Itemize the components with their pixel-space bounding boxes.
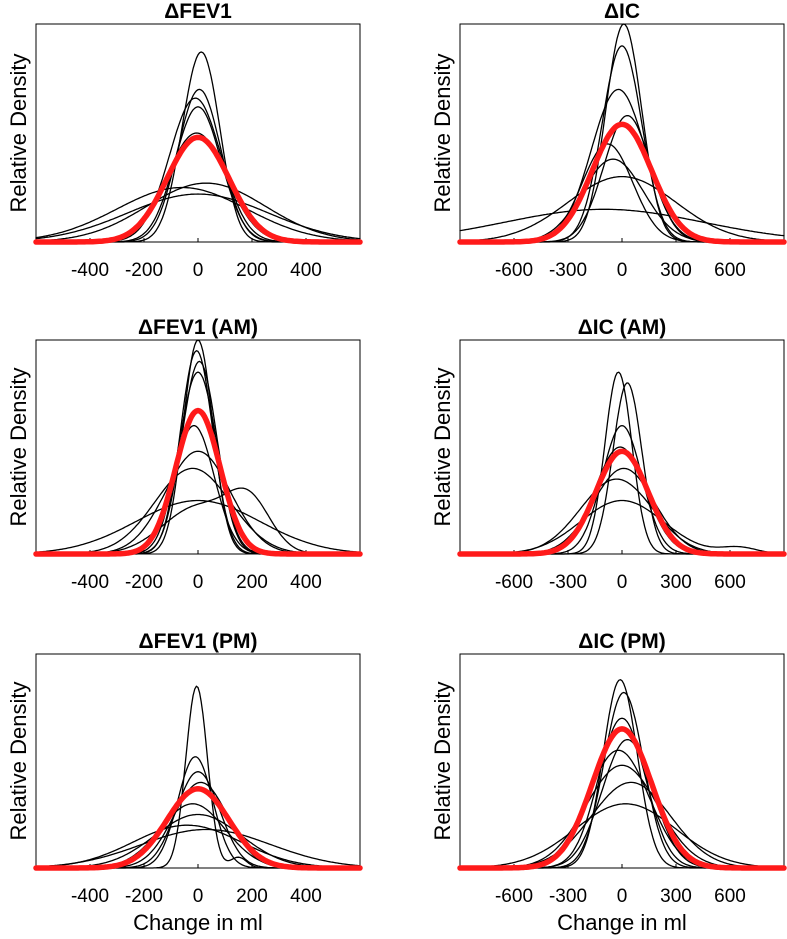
x-tick-label: 400	[290, 572, 322, 593]
subject-density-curve	[35, 360, 361, 555]
subject-density-curve	[459, 478, 785, 555]
x-tick-label: -400	[71, 886, 109, 907]
x-tick-label: -600	[495, 260, 533, 281]
x-tick-label: 200	[236, 572, 268, 593]
subject-density-curve	[35, 450, 361, 555]
x-tick-label: -400	[71, 572, 109, 593]
subject-density-curve	[35, 88, 361, 243]
y-axis-label: Relative Density	[430, 54, 455, 213]
x-tick-label: -200	[125, 572, 163, 593]
x-tick-label: 600	[714, 886, 746, 907]
pooled-density-curve	[33, 407, 363, 557]
x-axis-label: Change in ml	[133, 910, 263, 935]
x-tick-label: 300	[660, 886, 692, 907]
subject-density-curve	[35, 824, 361, 869]
subject-density-curve	[459, 175, 785, 242]
subject-density-curve	[459, 143, 785, 243]
x-tick-label: 600	[714, 260, 746, 281]
subject-density-curve	[459, 679, 785, 869]
subject-density-curve	[35, 813, 361, 869]
y-axis-label: Relative Density	[430, 682, 455, 841]
x-tick-label: 0	[617, 260, 628, 281]
subject-density-curve	[35, 756, 361, 869]
subject-density-curve	[35, 685, 361, 869]
subject-density-curve	[35, 186, 361, 242]
x-tick-label: -300	[549, 572, 587, 593]
panel-title: ΔIC	[604, 0, 640, 23]
subject-density-curve	[35, 132, 361, 243]
subject-density-curve	[35, 51, 361, 243]
x-axis-label: Change in ml	[557, 910, 687, 935]
pooled-density-curve	[33, 134, 363, 245]
subject-density-curve	[459, 371, 785, 555]
x-tick-label: -200	[125, 886, 163, 907]
subject-density-curve	[459, 749, 785, 869]
pooled-density-curve	[457, 121, 787, 245]
pooled-density-curve	[457, 448, 787, 557]
y-axis-label: Relative Density	[6, 368, 31, 527]
x-tick-label: 300	[660, 572, 692, 593]
panel-ic-am: -600 -300 0 300 600 ΔIC (AM) Relative Density	[430, 316, 787, 593]
subject-density-curve	[35, 371, 361, 555]
x-tick-label: 600	[714, 572, 746, 593]
x-tick-label: 400	[290, 886, 322, 907]
subject-density-curve	[459, 88, 785, 243]
y-axis-label: Relative Density	[6, 682, 31, 841]
panel-title: ΔIC (PM)	[578, 630, 665, 653]
x-tick-label: -600	[495, 886, 533, 907]
panel-ic: -600 -300 0 300 600 ΔIC Relative Density	[430, 0, 787, 281]
x-tick-label: 200	[236, 886, 268, 907]
x-tick-label: -200	[125, 260, 163, 281]
subject-density-curve	[35, 499, 361, 553]
subject-density-curve	[35, 828, 361, 868]
y-axis-label: Relative Density	[430, 368, 455, 527]
x-tick-label: 0	[617, 572, 628, 593]
subject-density-curve	[35, 182, 361, 242]
subject-density-curve	[35, 781, 361, 869]
panel-fev1-pm: -400 -200 0 200 400 ΔFEV1 (PM) Relative Densit…	[6, 630, 363, 935]
pooled-density-curve	[33, 786, 363, 871]
subject-density-curve	[459, 467, 785, 555]
x-tick-label: 0	[193, 260, 204, 281]
subject-density-curve	[459, 717, 785, 869]
x-tick-label: -300	[549, 886, 587, 907]
x-tick-label: -600	[495, 572, 533, 593]
subject-density-curve	[35, 425, 361, 555]
subject-density-curve	[35, 97, 361, 243]
y-axis-label: Relative Density	[6, 54, 31, 213]
x-tick-label: 400	[290, 260, 322, 281]
panel-title: ΔFEV1 (PM)	[139, 630, 258, 653]
x-tick-label: 0	[193, 572, 204, 593]
subject-density-curve	[459, 114, 785, 243]
panel-fev1-am: -400 -200 0 200 400 ΔFEV1 (AM) Relative Densit…	[6, 316, 363, 593]
subject-density-curve	[459, 424, 785, 555]
panel-fev1: -400 -200 0 200 400 ΔFEV1 Relative Density	[6, 0, 363, 281]
subject-density-curve	[459, 499, 785, 555]
subject-density-curve	[35, 193, 361, 240]
panel-title: ΔFEV1	[164, 0, 232, 23]
subject-density-curve	[459, 764, 785, 869]
panel-title: ΔFEV1 (AM)	[138, 316, 258, 339]
x-tick-label: 200	[236, 260, 268, 281]
subject-density-curve	[35, 467, 361, 555]
subject-density-curve	[459, 208, 785, 237]
axes-frame	[35, 653, 361, 869]
x-tick-label: 0	[617, 886, 628, 907]
subject-density-curve	[459, 158, 785, 243]
subject-density-curve	[35, 350, 361, 555]
subject-density-curve	[459, 803, 785, 869]
x-tick-label: -300	[549, 260, 587, 281]
panel-title: ΔIC (AM)	[578, 316, 667, 339]
x-tick-label: 300	[660, 260, 692, 281]
x-tick-label: 0	[193, 886, 204, 907]
x-tick-label: -400	[71, 260, 109, 281]
subject-density-curve	[459, 781, 785, 869]
subject-density-curve	[459, 45, 785, 243]
panel-ic-pm: -600 -300 0 300 600 ΔIC (PM) Relative Density C…	[430, 630, 787, 935]
subject-density-curve	[35, 106, 361, 243]
axes-frame	[459, 653, 785, 869]
pooled-density-curve	[457, 726, 787, 871]
